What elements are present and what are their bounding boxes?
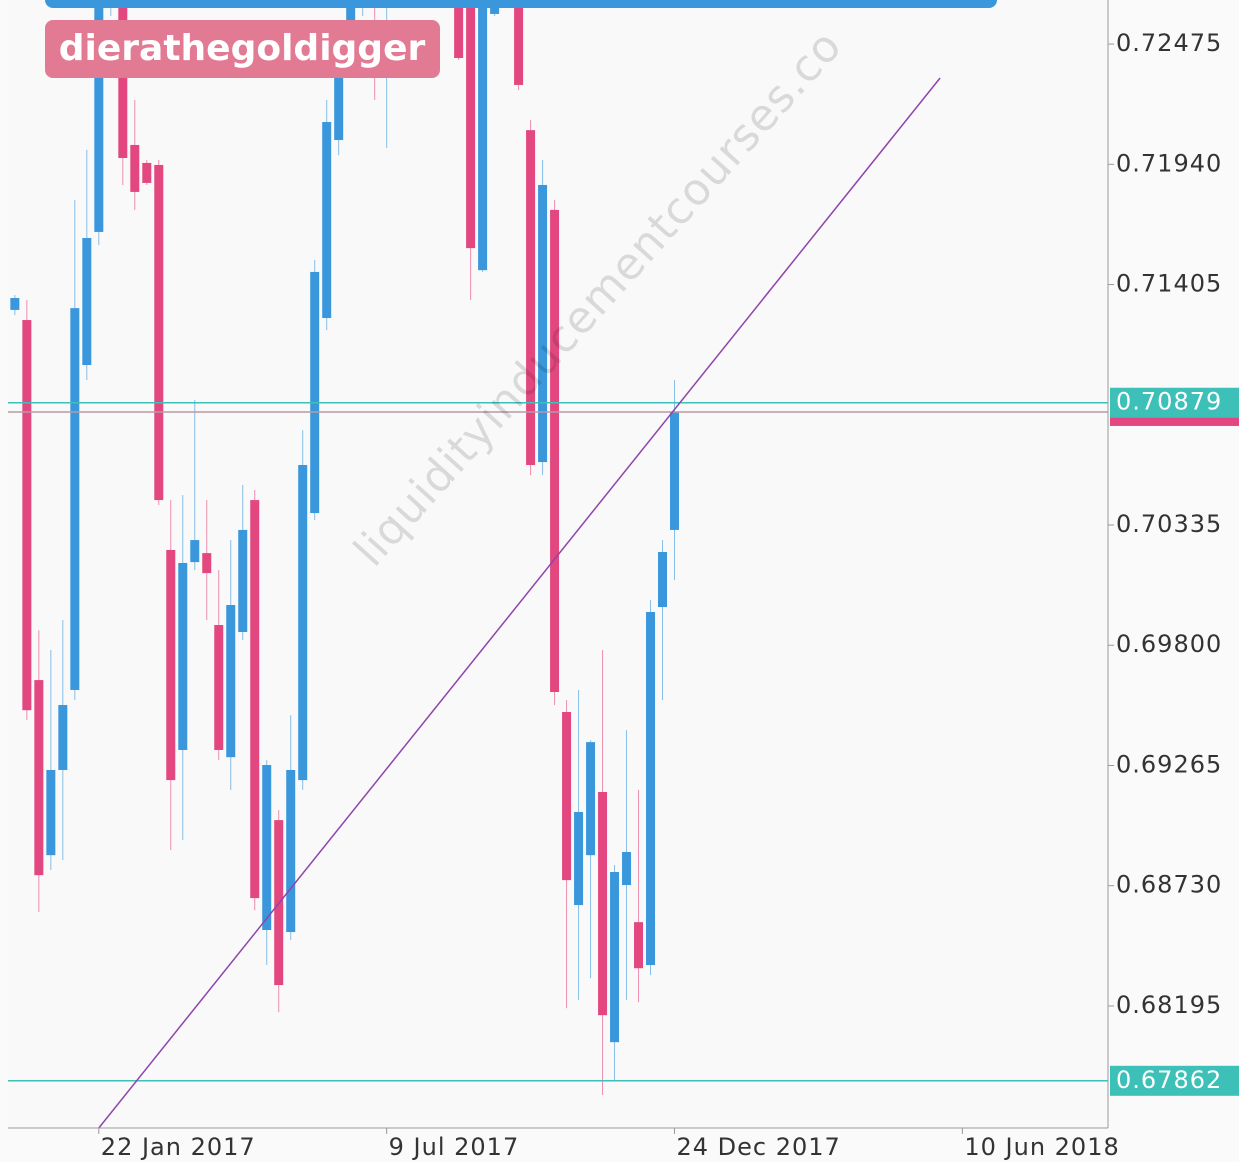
candle-body — [46, 769, 56, 856]
candle-body — [322, 122, 332, 319]
candle-body — [346, 0, 356, 21]
candle-body — [70, 308, 80, 690]
x-tick-label: 24 Dec 2017 — [677, 1133, 841, 1161]
candle-body — [286, 769, 296, 933]
candle-body — [226, 605, 236, 758]
candle-body — [454, 0, 464, 58]
candle-body — [550, 209, 560, 692]
overlay-bar — [45, 0, 997, 8]
candle-body — [118, 0, 128, 158]
candle-body — [58, 705, 68, 770]
candle-body — [238, 529, 248, 632]
y-tick-label: 0.72475 — [1116, 29, 1222, 57]
candle-body — [598, 792, 608, 1016]
axes: 0.72475 0.71940 0.71405 0.70335 0.69800 0.692… — [98, 29, 1239, 1161]
candle-body — [202, 553, 212, 574]
candle-body — [658, 551, 668, 608]
candle-body — [298, 464, 308, 781]
x-tick-label: 10 Jun 2018 — [964, 1133, 1119, 1161]
candle-body — [586, 742, 596, 856]
candle-body — [214, 625, 224, 750]
plot — [8, 0, 1108, 1128]
y-tick-label: 0.69265 — [1116, 750, 1222, 778]
candle-body — [646, 611, 656, 966]
candle-body — [514, 0, 524, 85]
candle-body — [622, 852, 632, 886]
y-tick-label: 0.70335 — [1116, 510, 1222, 538]
candle-body — [610, 872, 620, 1043]
candle-body — [466, 4, 476, 249]
candle-body — [634, 922, 644, 969]
candle-body — [310, 271, 320, 514]
candle-body — [574, 812, 584, 906]
candle-body — [478, 0, 488, 271]
candle-body — [178, 562, 188, 750]
y-tick-label: 0.68195 — [1116, 991, 1222, 1019]
candle-body — [130, 144, 140, 192]
y-tick-label: 0.71405 — [1116, 270, 1222, 298]
line-label: 0.70879 — [1116, 388, 1222, 416]
candle-body — [526, 130, 536, 465]
candle-body — [538, 184, 548, 463]
y-tick-label: 0.68730 — [1116, 871, 1222, 899]
x-tick-label: 9 Jul 2017 — [389, 1133, 520, 1161]
candle-body — [562, 711, 572, 881]
candle-body — [334, 75, 344, 141]
y-tick-label: 0.71940 — [1116, 149, 1222, 177]
candle-body — [10, 298, 20, 310]
line-label-box — [1110, 387, 1239, 418]
candle-body — [154, 164, 164, 501]
candle-body — [34, 680, 44, 876]
line-label: 0.67862 — [1116, 1066, 1222, 1094]
trend-line — [98, 77, 941, 1128]
candle-body — [94, 0, 104, 232]
overlay-label: dierathegoldigger — [59, 28, 426, 69]
line-label-box — [1110, 1065, 1239, 1096]
x-tick-label: 22 Jan 2017 — [101, 1133, 256, 1161]
candle-body — [262, 765, 272, 930]
candle-body — [22, 320, 32, 711]
overlay-label-box — [45, 20, 440, 78]
candle-body — [142, 162, 152, 183]
candle-body — [82, 238, 92, 365]
candle-body — [166, 549, 176, 781]
candle-body — [670, 411, 680, 530]
candle-body — [250, 500, 260, 899]
y-tick-label: 0.69800 — [1116, 630, 1222, 658]
candle-body — [190, 540, 200, 563]
